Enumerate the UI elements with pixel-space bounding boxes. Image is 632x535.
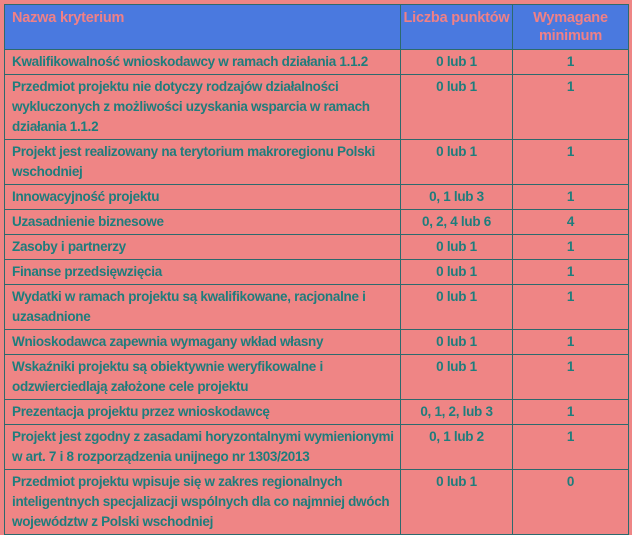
column-header-points: Liczba punktów	[400, 4, 513, 50]
table-body: Kwalifikowalność wnioskodawcy w ramach d…	[4, 49, 629, 535]
minimum-cell: 1	[512, 234, 629, 260]
criterion-name-cell: Kwalifikowalność wnioskodawcy w ramach d…	[4, 49, 401, 75]
minimum-cell: 1	[512, 354, 629, 400]
points-cell: 0 lub 1	[400, 354, 513, 400]
table-row: Wskaźniki projektu są obiektywnie weryfi…	[4, 354, 629, 400]
points-cell: 0, 1, 2, lub 3	[400, 399, 513, 425]
points-cell: 0 lub 1	[400, 74, 513, 140]
minimum-cell: 1	[512, 329, 629, 355]
criterion-name-cell: Projekt jest realizowany na terytorium m…	[4, 139, 401, 185]
criterion-name-cell: Prezentacja projektu przez wnioskodawcę	[4, 399, 401, 425]
minimum-cell: 1	[512, 74, 629, 140]
criterion-name-cell: Przedmiot projektu nie dotyczy rodzajów …	[4, 74, 401, 140]
table-row: Uzasadnienie biznesowe 0, 2, 4 lub 6 4	[4, 209, 629, 235]
column-header-minimum: Wymagane minimum	[512, 4, 629, 50]
points-cell: 0 lub 1	[400, 469, 513, 535]
table-row: Finanse przedsięwzięcia 0 lub 1 1	[4, 259, 629, 285]
minimum-cell: 1	[512, 284, 629, 330]
points-cell: 0 lub 1	[400, 259, 513, 285]
points-cell: 0 lub 1	[400, 49, 513, 75]
table-row: Zasoby i partnerzy 0 lub 1 1	[4, 234, 629, 260]
points-cell: 0 lub 1	[400, 329, 513, 355]
table-row: Prezentacja projektu przez wnioskodawcę …	[4, 399, 629, 425]
points-cell: 0 lub 1	[400, 139, 513, 185]
criterion-name-cell: Wnioskodawca zapewnia wymagany wkład wła…	[4, 329, 401, 355]
minimum-cell: 0	[512, 469, 629, 535]
minimum-cell: 1	[512, 424, 629, 470]
table-row: Wnioskodawca zapewnia wymagany wkład wła…	[4, 329, 629, 355]
table-row: Przedmiot projektu wpisuje się w zakres …	[4, 469, 629, 535]
minimum-cell: 1	[512, 399, 629, 425]
header-row: Nazwa kryterium Liczba punktów Wymagane …	[4, 4, 629, 50]
table-row: Wydatki w ramach projektu są kwalifikowa…	[4, 284, 629, 330]
minimum-cell: 1	[512, 184, 629, 210]
minimum-cell: 4	[512, 209, 629, 235]
points-cell: 0, 2, 4 lub 6	[400, 209, 513, 235]
table-row: Projekt jest realizowany na terytorium m…	[4, 139, 629, 185]
minimum-cell: 1	[512, 49, 629, 75]
criterion-name-cell: Projekt jest zgodny z zasadami horyzonta…	[4, 424, 401, 470]
criterion-name-cell: Finanse przedsięwzięcia	[4, 259, 401, 285]
criterion-name-cell: Przedmiot projektu wpisuje się w zakres …	[4, 469, 401, 535]
criterion-name-cell: Wydatki w ramach projektu są kwalifikowa…	[4, 284, 401, 330]
points-cell: 0, 1 lub 3	[400, 184, 513, 210]
criterion-name-cell: Innowacyjność projektu	[4, 184, 401, 210]
points-cell: 0 lub 1	[400, 284, 513, 330]
table-row: Przedmiot projektu nie dotyczy rodzajów …	[4, 74, 629, 140]
table-row: Projekt jest zgodny z zasadami horyzonta…	[4, 424, 629, 470]
criterion-name-cell: Zasoby i partnerzy	[4, 234, 401, 260]
criterion-name-cell: Uzasadnienie biznesowe	[4, 209, 401, 235]
minimum-cell: 1	[512, 259, 629, 285]
table-row: Innowacyjność projektu 0, 1 lub 3 1	[4, 184, 629, 210]
table-row: Kwalifikowalność wnioskodawcy w ramach d…	[4, 49, 629, 75]
criterion-name-cell: Wskaźniki projektu są obiektywnie weryfi…	[4, 354, 401, 400]
points-cell: 0, 1 lub 2	[400, 424, 513, 470]
minimum-cell: 1	[512, 139, 629, 185]
column-header-criterion: Nazwa kryterium	[4, 4, 401, 50]
points-cell: 0 lub 1	[400, 234, 513, 260]
criteria-table: Nazwa kryterium Liczba punktów Wymagane …	[4, 4, 629, 535]
